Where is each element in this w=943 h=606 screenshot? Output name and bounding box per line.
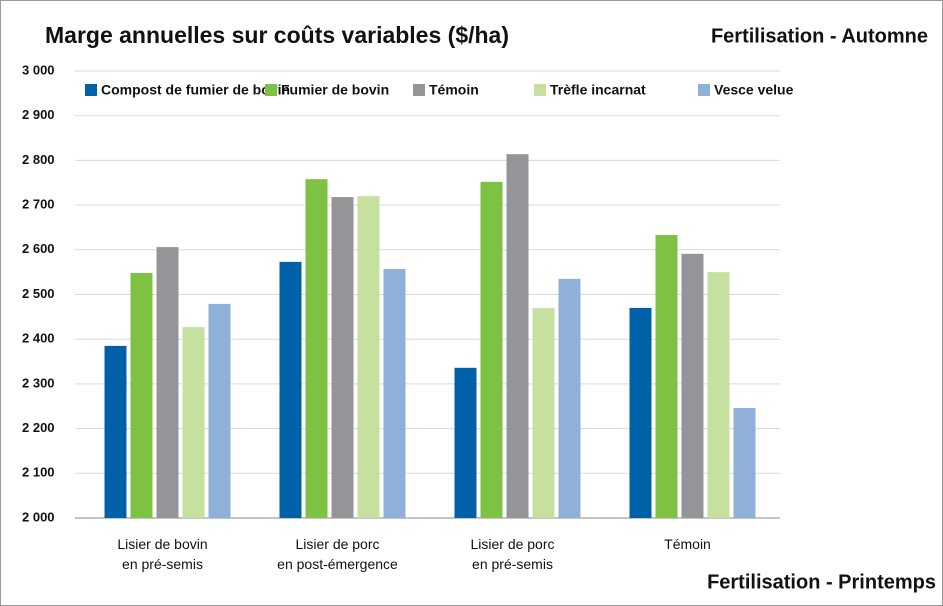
bar <box>331 197 354 518</box>
bar <box>208 303 231 518</box>
bar <box>305 179 328 518</box>
bar <box>655 235 678 518</box>
bar <box>480 181 503 518</box>
y-tick-label: 2 600 <box>22 241 55 256</box>
bar <box>707 272 730 518</box>
legend-label: Compost de fumier de bovin <box>101 82 290 98</box>
bar <box>532 307 555 518</box>
legend-label: Trèfle incarnat <box>550 82 646 98</box>
bar <box>182 327 205 518</box>
bar <box>558 278 581 518</box>
annotation: Fertilisation - Automne <box>711 25 928 47</box>
annotation: Fertilisation - Printemps <box>707 571 936 593</box>
y-tick-label: 2 200 <box>22 420 55 435</box>
y-tick-label: 2 300 <box>22 375 55 390</box>
bar <box>629 307 652 518</box>
x-tick-label: Témoin <box>664 536 711 552</box>
bar <box>104 345 127 518</box>
y-tick-label: 2 700 <box>22 197 55 212</box>
x-tick-label: Lisier de porc en pré-semis <box>470 536 554 572</box>
y-tick-label: 3 000 <box>22 62 55 77</box>
y-tick-label: 2 400 <box>22 331 55 346</box>
bar <box>454 367 477 518</box>
bar <box>156 247 179 519</box>
legend-swatch <box>698 84 710 96</box>
legend-label: Vesce velue <box>714 82 794 98</box>
bar <box>733 408 756 518</box>
chart-title: Marge annuelles sur coûts variables ($/h… <box>45 22 509 48</box>
legend-swatch <box>413 84 425 96</box>
x-tick-label: Lisier de porc en post-émergence <box>277 536 398 572</box>
y-tick-label: 2 000 <box>22 509 55 524</box>
y-tick-label: 2 800 <box>22 152 55 167</box>
bar <box>279 261 302 518</box>
bar <box>383 269 406 518</box>
y-tick-label: 2 100 <box>22 465 55 480</box>
bar <box>681 253 704 518</box>
y-tick-label: 2 900 <box>22 107 55 122</box>
legend-label: Témoin <box>429 82 479 98</box>
legend-swatch <box>85 84 97 96</box>
legend-swatch <box>534 84 546 96</box>
legend-swatch <box>265 84 277 96</box>
bar <box>357 196 380 518</box>
bar <box>506 154 529 518</box>
x-tick-label: Lisier de bovin en pré-semis <box>117 536 207 572</box>
y-tick-label: 2 500 <box>22 286 55 301</box>
legend-label: Fumier de bovin <box>281 82 389 98</box>
bar <box>130 273 153 518</box>
